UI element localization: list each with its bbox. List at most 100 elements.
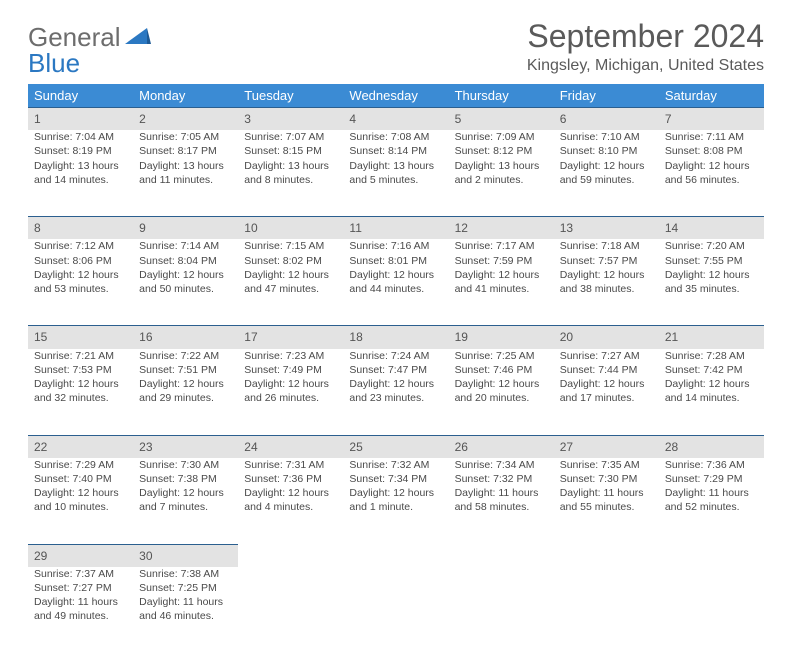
daylight-text: and 14 minutes. xyxy=(665,391,758,405)
daylight-text: Daylight: 12 hours xyxy=(349,268,442,282)
sunrise-text: Sunrise: 7:28 AM xyxy=(665,349,758,363)
day-info-row: Sunrise: 7:04 AMSunset: 8:19 PMDaylight:… xyxy=(28,130,764,217)
day-info-cell: Sunrise: 7:12 AMSunset: 8:06 PMDaylight:… xyxy=(28,239,133,326)
day-number-cell: 4 xyxy=(343,108,448,131)
day-number-cell: 9 xyxy=(133,217,238,240)
sunset-text: Sunset: 7:53 PM xyxy=(34,363,127,377)
day-info-cell: Sunrise: 7:07 AMSunset: 8:15 PMDaylight:… xyxy=(238,130,343,217)
day-number-cell xyxy=(449,544,554,567)
day-info-cell: Sunrise: 7:31 AMSunset: 7:36 PMDaylight:… xyxy=(238,458,343,545)
daylight-text: and 50 minutes. xyxy=(139,282,232,296)
day-number-cell: 2 xyxy=(133,108,238,131)
daylight-text: and 2 minutes. xyxy=(455,173,548,187)
daylight-text: and 29 minutes. xyxy=(139,391,232,405)
day-number-cell: 17 xyxy=(238,326,343,349)
day-info-cell: Sunrise: 7:22 AMSunset: 7:51 PMDaylight:… xyxy=(133,349,238,436)
day-info-cell: Sunrise: 7:15 AMSunset: 8:02 PMDaylight:… xyxy=(238,239,343,326)
sunset-text: Sunset: 7:44 PM xyxy=(560,363,653,377)
day-info-row: Sunrise: 7:12 AMSunset: 8:06 PMDaylight:… xyxy=(28,239,764,326)
calendar-body: 1234567Sunrise: 7:04 AMSunset: 8:19 PMDa… xyxy=(28,108,764,653)
sunrise-text: Sunrise: 7:08 AM xyxy=(349,130,442,144)
weekday-header: Wednesday xyxy=(343,84,448,108)
daylight-text: Daylight: 12 hours xyxy=(244,486,337,500)
sunset-text: Sunset: 7:25 PM xyxy=(139,581,232,595)
day-info-cell xyxy=(449,567,554,653)
daylight-text: Daylight: 12 hours xyxy=(139,486,232,500)
daylight-text: and 32 minutes. xyxy=(34,391,127,405)
sunset-text: Sunset: 7:29 PM xyxy=(665,472,758,486)
day-number-cell: 14 xyxy=(659,217,764,240)
calendar-page: General Blue September 2024 Kingsley, Mi… xyxy=(0,0,792,671)
weekday-header: Friday xyxy=(554,84,659,108)
day-info-cell: Sunrise: 7:32 AMSunset: 7:34 PMDaylight:… xyxy=(343,458,448,545)
day-info-cell xyxy=(659,567,764,653)
daylight-text: Daylight: 13 hours xyxy=(349,159,442,173)
daylight-text: and 59 minutes. xyxy=(560,173,653,187)
daylight-text: and 55 minutes. xyxy=(560,500,653,514)
day-number-cell: 6 xyxy=(554,108,659,131)
daylight-text: and 10 minutes. xyxy=(34,500,127,514)
daylight-text: and 14 minutes. xyxy=(34,173,127,187)
weekday-header-row: Sunday Monday Tuesday Wednesday Thursday… xyxy=(28,84,764,108)
day-number-cell: 13 xyxy=(554,217,659,240)
day-number-row: 1234567 xyxy=(28,108,764,131)
day-number-cell: 22 xyxy=(28,435,133,458)
day-number-cell: 20 xyxy=(554,326,659,349)
daylight-text: Daylight: 13 hours xyxy=(455,159,548,173)
daylight-text: Daylight: 13 hours xyxy=(34,159,127,173)
day-info-row: Sunrise: 7:21 AMSunset: 7:53 PMDaylight:… xyxy=(28,349,764,436)
daylight-text: and 56 minutes. xyxy=(665,173,758,187)
day-info-cell: Sunrise: 7:20 AMSunset: 7:55 PMDaylight:… xyxy=(659,239,764,326)
daylight-text: Daylight: 11 hours xyxy=(34,595,127,609)
day-number-cell xyxy=(238,544,343,567)
sunset-text: Sunset: 8:10 PM xyxy=(560,144,653,158)
day-number-cell: 15 xyxy=(28,326,133,349)
logo-word2: Blue xyxy=(28,48,80,78)
calendar-table: Sunday Monday Tuesday Wednesday Thursday… xyxy=(28,84,764,653)
daylight-text: Daylight: 13 hours xyxy=(139,159,232,173)
daylight-text: Daylight: 12 hours xyxy=(560,268,653,282)
day-number-cell: 10 xyxy=(238,217,343,240)
sunrise-text: Sunrise: 7:04 AM xyxy=(34,130,127,144)
weekday-header: Thursday xyxy=(449,84,554,108)
day-info-cell: Sunrise: 7:37 AMSunset: 7:27 PMDaylight:… xyxy=(28,567,133,653)
sunrise-text: Sunrise: 7:37 AM xyxy=(34,567,127,581)
day-info-cell: Sunrise: 7:21 AMSunset: 7:53 PMDaylight:… xyxy=(28,349,133,436)
sunset-text: Sunset: 7:59 PM xyxy=(455,254,548,268)
sunset-text: Sunset: 8:01 PM xyxy=(349,254,442,268)
sunrise-text: Sunrise: 7:22 AM xyxy=(139,349,232,363)
daylight-text: and 41 minutes. xyxy=(455,282,548,296)
sunrise-text: Sunrise: 7:07 AM xyxy=(244,130,337,144)
day-info-cell: Sunrise: 7:30 AMSunset: 7:38 PMDaylight:… xyxy=(133,458,238,545)
logo-triangle-icon xyxy=(125,26,151,46)
sunrise-text: Sunrise: 7:14 AM xyxy=(139,239,232,253)
title-block: September 2024 Kingsley, Michigan, Unite… xyxy=(527,18,764,75)
daylight-text: and 5 minutes. xyxy=(349,173,442,187)
sunset-text: Sunset: 8:17 PM xyxy=(139,144,232,158)
sunrise-text: Sunrise: 7:23 AM xyxy=(244,349,337,363)
day-info-cell: Sunrise: 7:04 AMSunset: 8:19 PMDaylight:… xyxy=(28,130,133,217)
daylight-text: Daylight: 12 hours xyxy=(665,159,758,173)
day-number-cell: 8 xyxy=(28,217,133,240)
daylight-text: Daylight: 12 hours xyxy=(34,268,127,282)
day-info-cell: Sunrise: 7:09 AMSunset: 8:12 PMDaylight:… xyxy=(449,130,554,217)
daylight-text: Daylight: 12 hours xyxy=(139,377,232,391)
sunset-text: Sunset: 8:12 PM xyxy=(455,144,548,158)
sunset-text: Sunset: 8:19 PM xyxy=(34,144,127,158)
weekday-header: Sunday xyxy=(28,84,133,108)
sunset-text: Sunset: 7:49 PM xyxy=(244,363,337,377)
sunset-text: Sunset: 7:46 PM xyxy=(455,363,548,377)
day-info-cell: Sunrise: 7:36 AMSunset: 7:29 PMDaylight:… xyxy=(659,458,764,545)
daylight-text: Daylight: 11 hours xyxy=(455,486,548,500)
sunrise-text: Sunrise: 7:36 AM xyxy=(665,458,758,472)
day-number-cell: 25 xyxy=(343,435,448,458)
sunset-text: Sunset: 8:08 PM xyxy=(665,144,758,158)
day-info-cell: Sunrise: 7:27 AMSunset: 7:44 PMDaylight:… xyxy=(554,349,659,436)
sunrise-text: Sunrise: 7:34 AM xyxy=(455,458,548,472)
logo-text: General Blue xyxy=(28,24,121,76)
sunset-text: Sunset: 8:14 PM xyxy=(349,144,442,158)
sunrise-text: Sunrise: 7:32 AM xyxy=(349,458,442,472)
day-number-row: 891011121314 xyxy=(28,217,764,240)
day-number-cell: 21 xyxy=(659,326,764,349)
sunset-text: Sunset: 7:47 PM xyxy=(349,363,442,377)
